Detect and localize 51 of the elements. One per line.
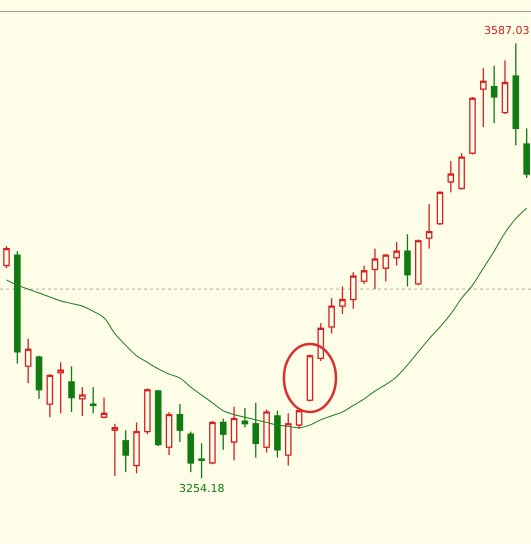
candlestick <box>306 354 314 402</box>
candlestick <box>458 152 465 190</box>
candlestick <box>480 68 487 128</box>
candlestick <box>46 373 54 418</box>
candlestick <box>502 60 508 115</box>
candlestick <box>176 403 184 443</box>
candlestick <box>187 430 194 473</box>
candlestick <box>209 420 216 465</box>
candlestick <box>414 238 422 286</box>
candlestick <box>133 422 140 474</box>
candlestick <box>166 411 172 456</box>
annotation: 3254.18 <box>179 482 224 495</box>
candlestick <box>350 271 357 310</box>
candlestick <box>360 264 368 285</box>
candlestick <box>382 253 390 282</box>
candlestick <box>263 408 270 454</box>
candlestick <box>57 362 64 414</box>
candlestick <box>24 338 32 384</box>
candlestick <box>3 245 10 269</box>
candlestick <box>90 386 96 414</box>
candlestick <box>284 412 292 466</box>
candlestick <box>523 128 530 179</box>
candlestick <box>198 442 205 480</box>
candlestick <box>490 64 498 124</box>
candlestick <box>274 410 281 458</box>
candlestick <box>372 248 378 290</box>
candlestick <box>36 355 42 400</box>
candlestick <box>404 234 411 288</box>
candlestick <box>393 241 400 266</box>
candlestick <box>512 42 520 146</box>
candlestick <box>448 160 454 194</box>
candlestick <box>79 386 86 417</box>
candlestick <box>100 396 108 420</box>
candlestick <box>242 407 248 428</box>
candlestick <box>426 204 432 250</box>
candlestick <box>230 406 238 461</box>
candlestick <box>252 402 260 458</box>
candlestick <box>339 286 346 315</box>
candlestick <box>68 366 75 413</box>
candlestick <box>328 298 335 334</box>
candlestick <box>154 389 162 447</box>
annotation: 3587.03 <box>484 24 530 37</box>
candlestick <box>317 322 324 362</box>
candlestick <box>296 407 302 430</box>
candlestick <box>144 388 151 435</box>
candlestick <box>469 96 476 156</box>
candlestick <box>122 430 130 473</box>
candlestick <box>436 190 444 226</box>
candlestick <box>14 250 21 364</box>
candlestick <box>220 418 227 451</box>
candlestick <box>112 423 118 477</box>
